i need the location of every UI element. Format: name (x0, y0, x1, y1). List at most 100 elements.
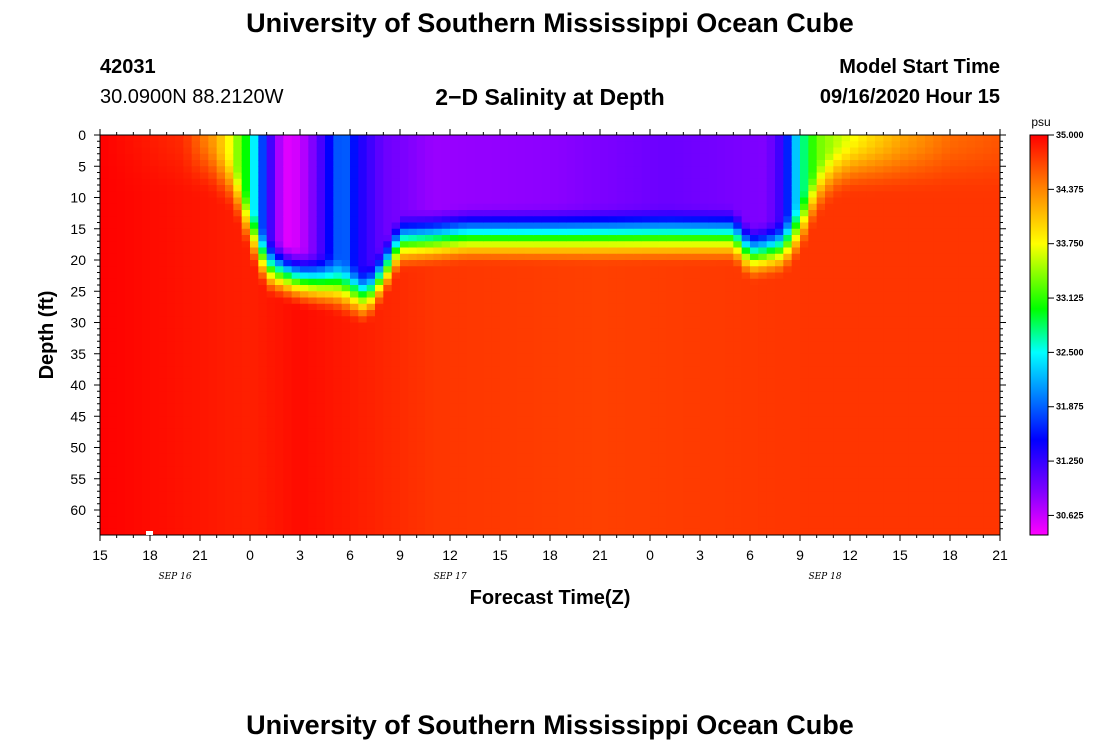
heatmap-cell (566, 185, 576, 192)
heatmap-cell (241, 503, 251, 511)
heatmap-cell (466, 235, 476, 242)
heatmap-cell (241, 247, 251, 255)
heatmap-cell (183, 528, 193, 535)
heatmap-cell (275, 241, 284, 249)
heatmap-cell (241, 272, 251, 280)
heatmap-cell (366, 410, 376, 417)
heatmap-cell (333, 403, 343, 411)
heatmap-cell (200, 185, 209, 192)
heatmap-cell (408, 260, 418, 267)
heatmap-cell (183, 141, 193, 149)
heatmap-cell (458, 297, 468, 305)
heatmap-cell (700, 428, 709, 436)
heatmap-cell (191, 210, 201, 217)
heatmap-cell (233, 241, 243, 249)
heatmap-cell (383, 216, 393, 224)
heatmap-cell (591, 428, 601, 436)
plot-title: 2−D Salinity at Depth (435, 84, 665, 110)
heatmap-cell (533, 310, 543, 317)
heatmap-cell (350, 472, 359, 480)
heatmap-cell (350, 153, 359, 161)
heatmap-cell (225, 422, 234, 430)
heatmap-cell (300, 416, 309, 424)
heatmap-cell (475, 503, 484, 511)
heatmap-cell (566, 485, 576, 492)
heatmap-cell (141, 453, 151, 461)
heatmap-cell (183, 185, 193, 192)
heatmap-cell (708, 385, 718, 392)
heatmap-cell (200, 160, 209, 167)
heatmap-cell (541, 197, 551, 205)
heatmap-cell (516, 178, 526, 186)
heatmap-cell (416, 253, 426, 261)
heatmap-cell (675, 403, 684, 411)
heatmap-cell (575, 503, 584, 511)
heatmap-cell (533, 260, 543, 267)
heatmap-cell (108, 341, 118, 349)
heatmap-cell (158, 303, 168, 311)
heatmap-cell (675, 216, 684, 224)
heatmap-cell (525, 485, 534, 492)
heatmap-cell (191, 403, 201, 411)
heatmap-cell (250, 285, 259, 292)
heatmap-cell (250, 166, 259, 174)
heatmap-cell (641, 528, 651, 535)
heatmap-cell (691, 297, 701, 305)
heatmap-cell (350, 203, 359, 211)
heatmap-cell (641, 372, 651, 380)
heatmap-cell (608, 147, 618, 155)
heatmap-cell (225, 335, 234, 342)
heatmap-cell (416, 191, 426, 199)
heatmap-cell (400, 216, 409, 224)
heatmap-cell (333, 310, 343, 317)
heatmap-cell (533, 328, 543, 336)
heatmap-cell (608, 310, 618, 317)
heatmap-cell (741, 141, 751, 149)
heatmap-cell (350, 491, 359, 499)
heatmap-cell (500, 160, 509, 167)
heatmap-cell (733, 141, 743, 149)
heatmap-cell (591, 522, 601, 530)
heatmap-cell (258, 335, 268, 342)
heatmap-cell (616, 503, 626, 511)
heatmap-cell (308, 160, 318, 167)
heatmap-cell (650, 141, 659, 149)
heatmap-cell (333, 460, 343, 467)
heatmap-cell (450, 372, 459, 380)
heatmap-cell (225, 235, 234, 242)
heatmap-cell (733, 378, 743, 386)
heatmap-cell (208, 322, 218, 330)
heatmap-cell (708, 203, 718, 211)
heatmap-cell (425, 147, 434, 155)
heatmap-cell (108, 428, 118, 436)
heatmap-cell (508, 422, 518, 430)
heatmap-cell (525, 272, 534, 280)
heatmap-cell (258, 247, 268, 255)
heatmap-cell (266, 210, 276, 217)
heatmap-cell (516, 466, 526, 474)
heatmap-cell (291, 197, 301, 205)
heatmap-cell (675, 441, 684, 449)
heatmap-cell (266, 485, 276, 492)
heatmap-cell (316, 485, 326, 492)
heatmap-cell (491, 210, 501, 217)
heatmap-cell (441, 210, 451, 217)
heatmap-cell (650, 478, 659, 486)
heatmap-cell (525, 460, 534, 467)
heatmap-cell (308, 428, 318, 436)
heatmap-cell (366, 228, 376, 236)
heatmap-cell (616, 360, 626, 367)
heatmap-cell (483, 453, 493, 461)
heatmap-cell (608, 235, 618, 242)
heatmap-cell (691, 235, 701, 242)
heatmap-cell (308, 410, 318, 417)
heatmap-cell (466, 341, 476, 349)
heatmap-cell (275, 347, 284, 355)
heatmap-cell (266, 141, 276, 149)
heatmap-cell (116, 353, 126, 361)
heatmap-cell (300, 278, 309, 286)
heatmap-cell (250, 203, 259, 211)
heatmap-cell (675, 360, 684, 367)
heatmap-cell (200, 385, 209, 392)
heatmap-cell (558, 153, 568, 161)
